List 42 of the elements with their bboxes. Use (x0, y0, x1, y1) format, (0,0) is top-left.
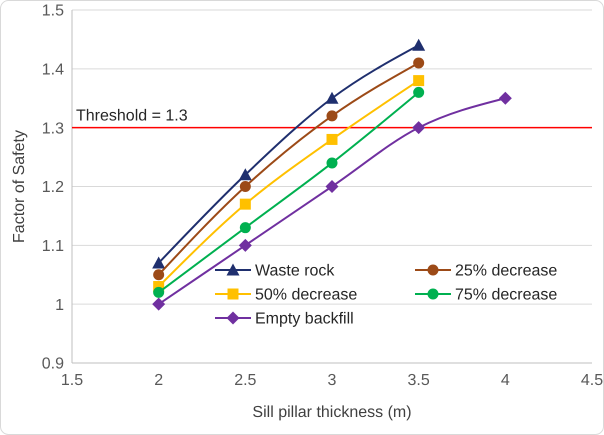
legend-label: 50% decrease (255, 286, 358, 304)
point (240, 181, 251, 192)
y-tick-label: 1.4 (42, 61, 64, 78)
y-axis-title: Factor of Safety (11, 130, 28, 243)
point (326, 157, 338, 168)
point (412, 121, 426, 134)
x-tick-label: 4 (500, 372, 510, 389)
point (326, 92, 338, 104)
x-tick-label: 2 (154, 372, 164, 389)
point (153, 286, 164, 298)
legend-label: Waste rock (255, 262, 336, 280)
point (413, 75, 424, 86)
x-tick-label: 3 (328, 372, 337, 389)
point (152, 256, 166, 268)
y-tick-label: 1.3 (42, 120, 64, 138)
legend-label: 25% decrease (455, 262, 558, 280)
point (498, 92, 512, 105)
point (240, 198, 251, 210)
y-tick-label: 1 (55, 296, 64, 314)
x-axis-title: Sill pillar thickness (m) (252, 404, 412, 421)
legend-label: Empty backfill (255, 310, 354, 328)
y-tick-label: 0.9 (42, 356, 64, 373)
point (413, 86, 424, 98)
point (152, 298, 166, 311)
x-tick-label: 4.5 (580, 372, 604, 389)
point (240, 222, 251, 234)
point (412, 38, 426, 51)
x-tick-label: 2.5 (234, 372, 257, 389)
y-tick-label: 1.5 (42, 2, 64, 20)
point (238, 168, 252, 180)
point (413, 57, 424, 68)
ref-line-label: Threshold = 1.3 (76, 108, 188, 125)
y-tick-label: 1.1 (42, 238, 64, 255)
point (326, 134, 338, 145)
point (326, 180, 338, 193)
point (153, 269, 164, 280)
point (326, 110, 338, 122)
point (238, 238, 252, 252)
legend-label: 75% decrease (455, 286, 558, 304)
x-tick-label: 3.5 (408, 372, 430, 389)
y-tick-label: 1.2 (42, 179, 64, 196)
x-tick-label: 1.5 (60, 372, 84, 389)
